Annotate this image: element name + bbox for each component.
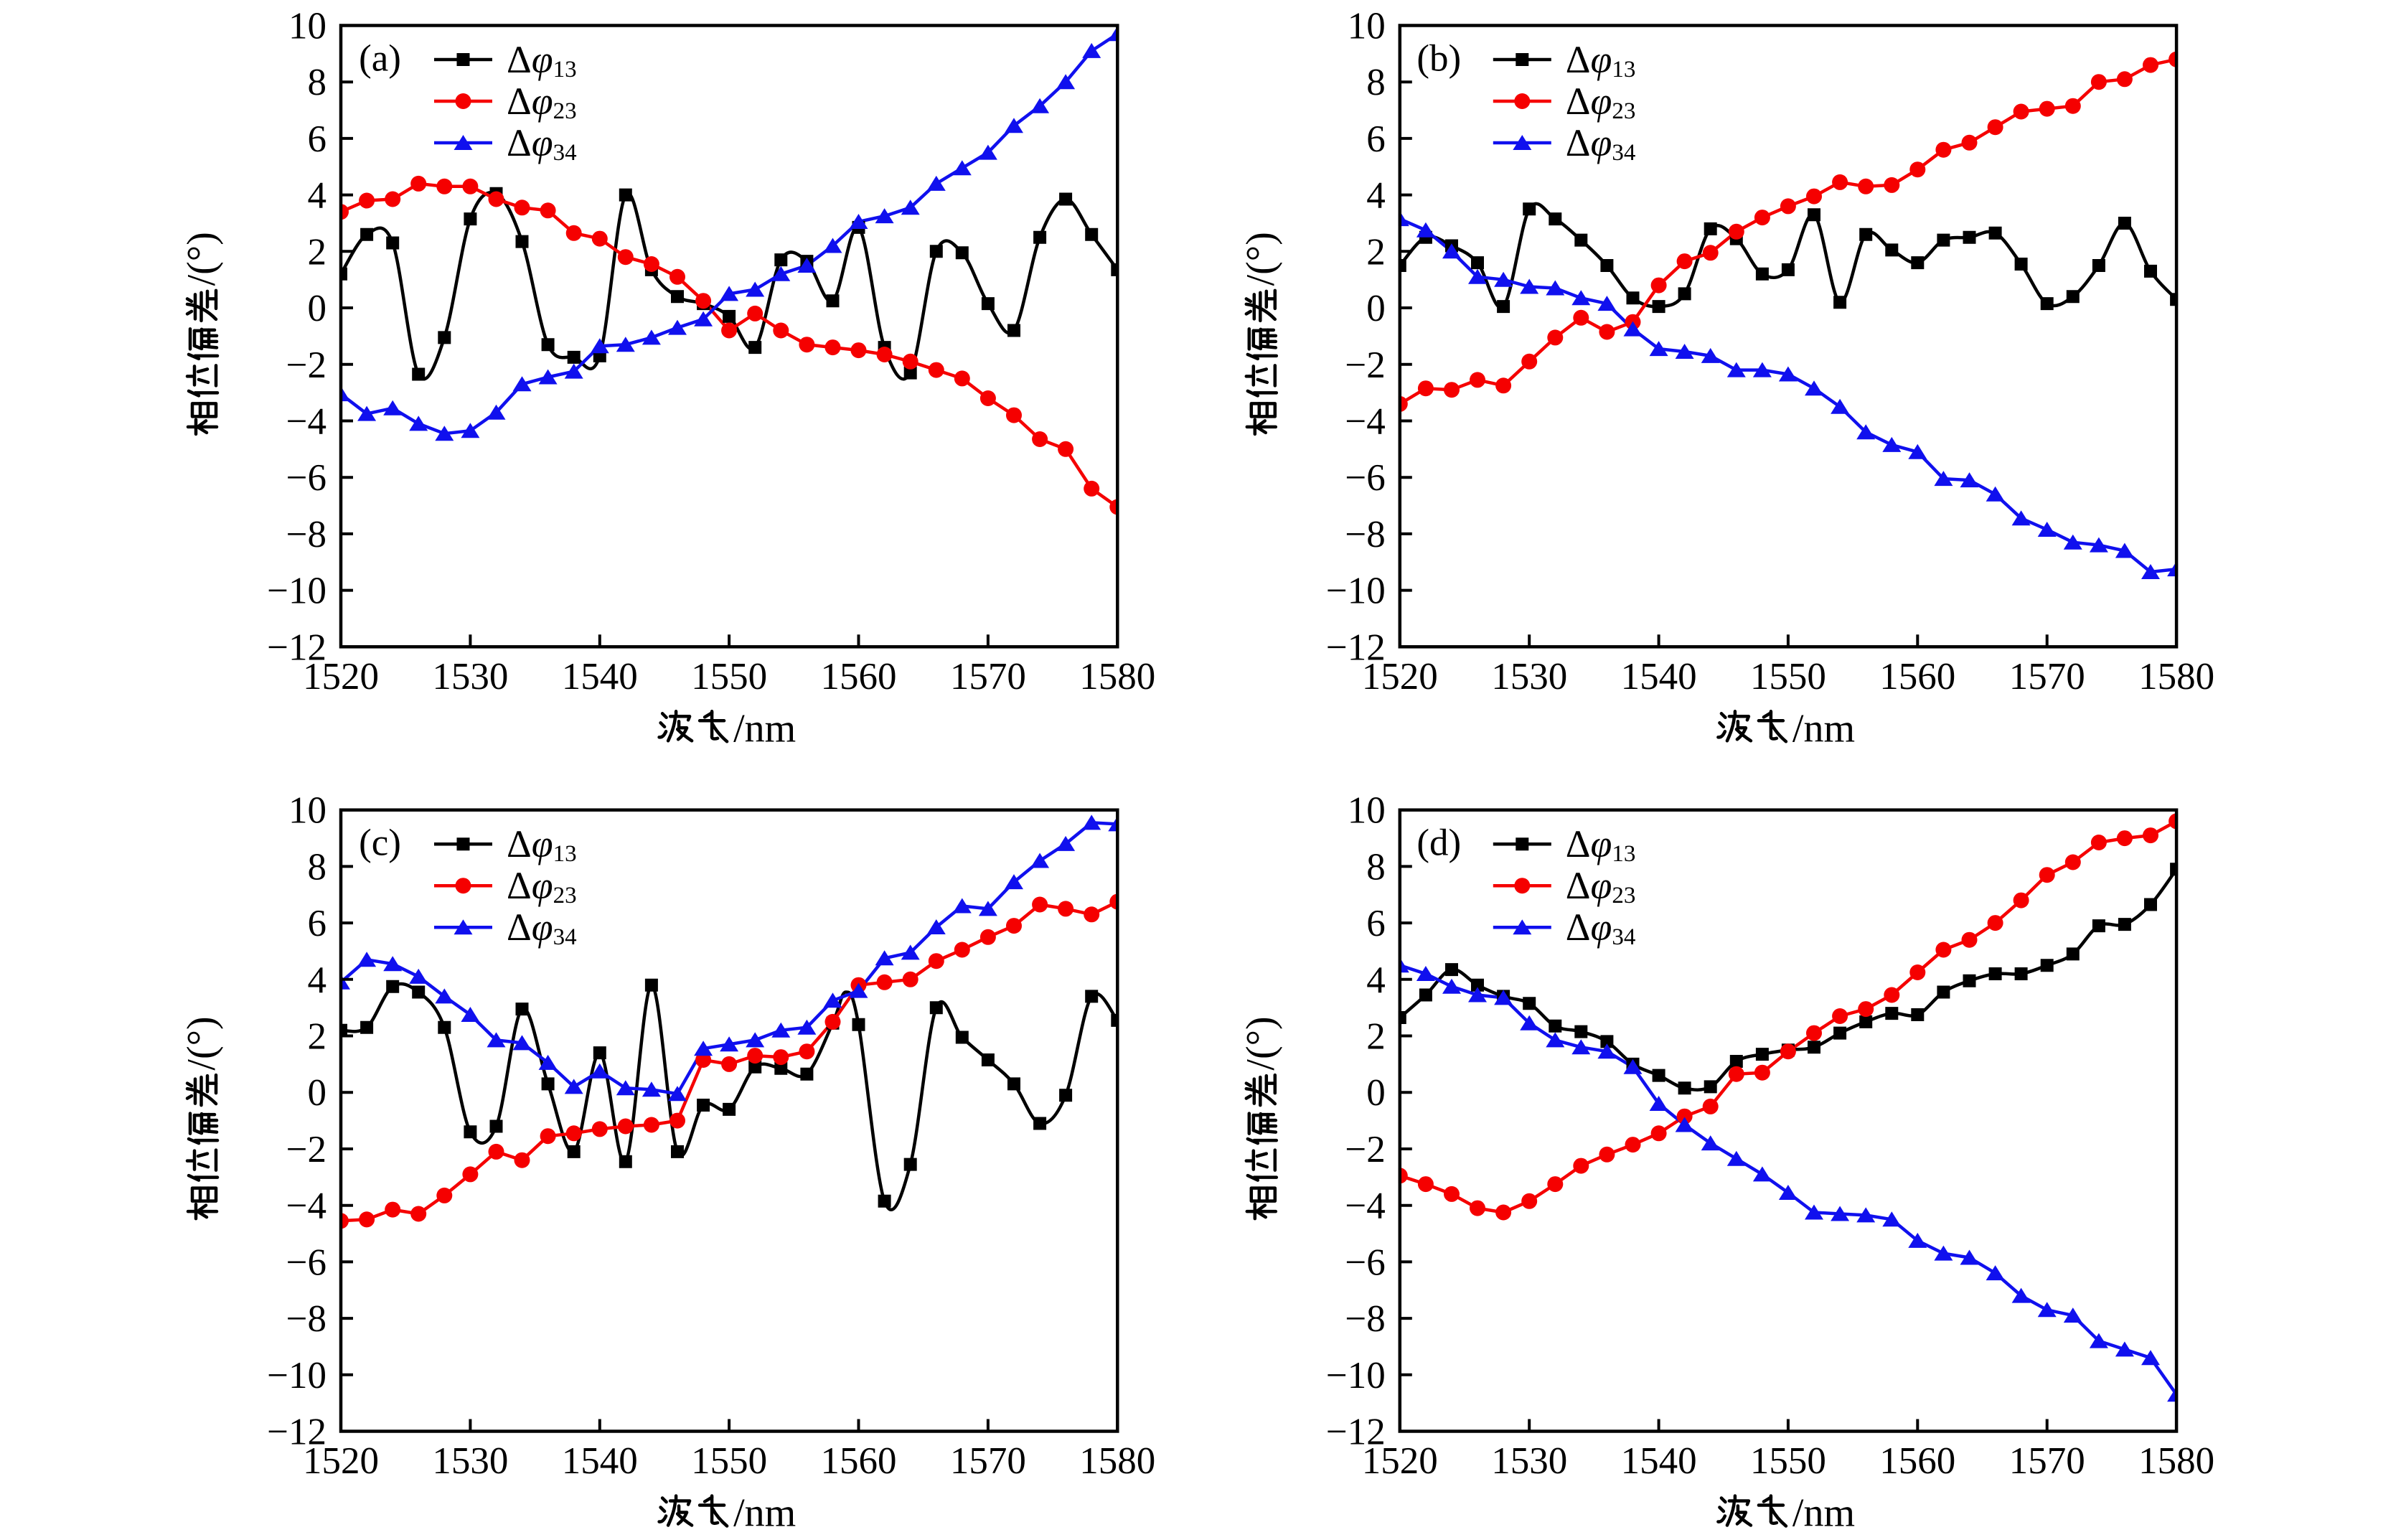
svg-text:−10: −10 bbox=[1326, 571, 1386, 612]
svg-text:1580: 1580 bbox=[2138, 1440, 2214, 1482]
svg-text:2: 2 bbox=[308, 231, 327, 273]
svg-text:4: 4 bbox=[1366, 959, 1386, 1001]
svg-text:/nm: /nm bbox=[1792, 706, 1855, 751]
svg-text:1540: 1540 bbox=[562, 656, 638, 698]
svg-text:1550: 1550 bbox=[1750, 1440, 1826, 1482]
svg-text:1570: 1570 bbox=[2009, 656, 2085, 698]
svg-text:2: 2 bbox=[308, 1016, 327, 1058]
svg-text:6: 6 bbox=[1366, 118, 1386, 160]
svg-text:−2: −2 bbox=[1345, 1129, 1385, 1170]
svg-text:1560: 1560 bbox=[821, 656, 897, 698]
svg-text:−6: −6 bbox=[1345, 1241, 1385, 1283]
svg-text:0: 0 bbox=[308, 1072, 327, 1114]
svg-text:2: 2 bbox=[1366, 231, 1386, 273]
svg-text:8: 8 bbox=[308, 62, 327, 103]
svg-text:1570: 1570 bbox=[950, 656, 1026, 698]
svg-text:(d): (d) bbox=[1416, 822, 1461, 864]
svg-text:4: 4 bbox=[308, 959, 327, 1001]
svg-text:10: 10 bbox=[1348, 6, 1386, 47]
svg-text:8: 8 bbox=[1366, 62, 1386, 103]
svg-text:/(°): /(°) bbox=[1239, 1016, 1283, 1070]
svg-text:1560: 1560 bbox=[821, 1440, 897, 1482]
svg-text:1550: 1550 bbox=[691, 656, 767, 698]
svg-text:1520: 1520 bbox=[303, 1440, 379, 1482]
svg-text:1550: 1550 bbox=[1750, 656, 1826, 698]
svg-text:1570: 1570 bbox=[950, 1440, 1026, 1482]
svg-text:1580: 1580 bbox=[1079, 1440, 1155, 1482]
svg-text:4: 4 bbox=[308, 175, 327, 217]
svg-text:1530: 1530 bbox=[1491, 656, 1567, 698]
svg-text:(c): (c) bbox=[359, 822, 401, 864]
svg-text:1540: 1540 bbox=[562, 1440, 638, 1482]
svg-text:−8: −8 bbox=[286, 1298, 326, 1340]
svg-text:Δφ34: Δφ34 bbox=[507, 906, 577, 950]
svg-text:1520: 1520 bbox=[1362, 1440, 1438, 1482]
svg-text:/nm: /nm bbox=[1792, 1491, 1855, 1536]
svg-text:−8: −8 bbox=[286, 514, 326, 555]
svg-text:1560: 1560 bbox=[1879, 1440, 1955, 1482]
svg-text:1530: 1530 bbox=[1491, 1440, 1567, 1482]
svg-text:Δφ34: Δφ34 bbox=[1566, 121, 1636, 166]
svg-text:−4: −4 bbox=[286, 401, 326, 443]
svg-text:−2: −2 bbox=[286, 344, 326, 386]
svg-text:−4: −4 bbox=[286, 1185, 326, 1227]
svg-text:8: 8 bbox=[1366, 846, 1386, 888]
svg-text:6: 6 bbox=[308, 118, 327, 160]
svg-text:(b): (b) bbox=[1416, 38, 1461, 80]
svg-text:1540: 1540 bbox=[1621, 656, 1697, 698]
svg-text:6: 6 bbox=[1366, 903, 1386, 944]
svg-text:−12: −12 bbox=[267, 1412, 326, 1453]
svg-text:−10: −10 bbox=[267, 1355, 326, 1396]
svg-text:−12: −12 bbox=[1326, 1412, 1386, 1453]
svg-text:/(°): /(°) bbox=[179, 232, 224, 286]
svg-text:−10: −10 bbox=[267, 571, 326, 612]
svg-text:(a): (a) bbox=[359, 38, 401, 80]
svg-text:1580: 1580 bbox=[2138, 656, 2214, 698]
svg-text:8: 8 bbox=[308, 846, 327, 888]
svg-text:1530: 1530 bbox=[432, 1440, 508, 1482]
svg-text:−12: −12 bbox=[1326, 626, 1386, 668]
svg-text:0: 0 bbox=[308, 288, 327, 329]
svg-text:−2: −2 bbox=[286, 1129, 326, 1170]
svg-text:1520: 1520 bbox=[303, 656, 379, 698]
svg-text:−8: −8 bbox=[1345, 514, 1385, 555]
svg-text:1560: 1560 bbox=[1879, 656, 1955, 698]
svg-text:/(°): /(°) bbox=[179, 1016, 224, 1070]
svg-text:1530: 1530 bbox=[432, 656, 508, 698]
svg-text:10: 10 bbox=[1348, 790, 1386, 832]
svg-text:0: 0 bbox=[1366, 1072, 1386, 1114]
svg-text:−4: −4 bbox=[1345, 401, 1385, 443]
svg-text:2: 2 bbox=[1366, 1016, 1386, 1058]
svg-text:−6: −6 bbox=[286, 457, 326, 499]
svg-text:6: 6 bbox=[308, 903, 327, 944]
svg-text:−10: −10 bbox=[1326, 1355, 1386, 1396]
svg-text:1550: 1550 bbox=[691, 1440, 767, 1482]
svg-text:10: 10 bbox=[288, 790, 326, 832]
svg-text:/nm: /nm bbox=[733, 1491, 796, 1536]
svg-text:1520: 1520 bbox=[1362, 656, 1438, 698]
svg-text:0: 0 bbox=[1366, 288, 1386, 329]
svg-text:−8: −8 bbox=[1345, 1298, 1385, 1340]
svg-text:/(°): /(°) bbox=[1239, 232, 1283, 286]
svg-text:1540: 1540 bbox=[1621, 1440, 1697, 1482]
svg-text:1580: 1580 bbox=[1079, 656, 1155, 698]
svg-text:−2: −2 bbox=[1345, 344, 1385, 386]
svg-text:−6: −6 bbox=[1345, 457, 1385, 499]
svg-text:1570: 1570 bbox=[2009, 1440, 2085, 1482]
svg-text:4: 4 bbox=[1366, 175, 1386, 217]
svg-text:−12: −12 bbox=[267, 626, 326, 668]
svg-text:−6: −6 bbox=[286, 1241, 326, 1283]
svg-text:10: 10 bbox=[288, 6, 326, 47]
svg-text:/nm: /nm bbox=[733, 706, 796, 751]
svg-text:−4: −4 bbox=[1345, 1185, 1385, 1227]
